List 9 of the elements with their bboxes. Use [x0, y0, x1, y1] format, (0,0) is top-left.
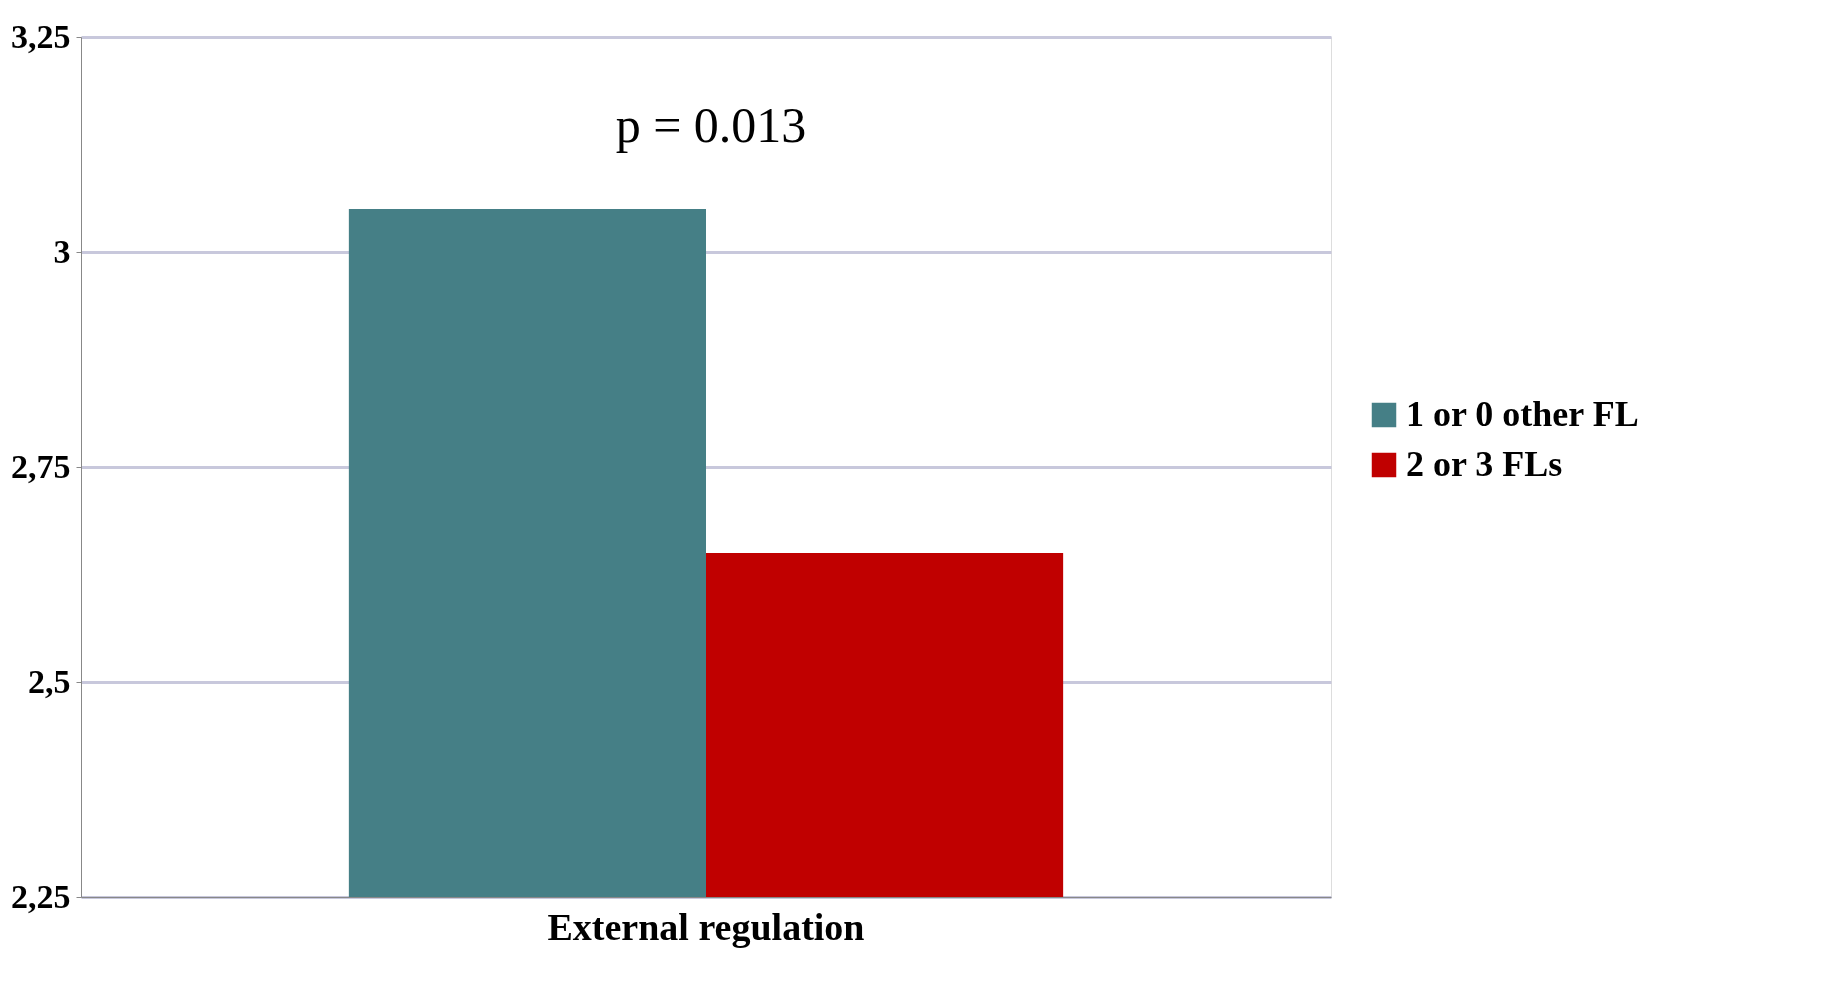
y-tick-label: 3 — [53, 232, 71, 270]
x-tick-label: External regulation — [547, 905, 865, 948]
y-tick-label: 2,25 — [11, 877, 71, 915]
y-tick-label: 3,25 — [11, 17, 71, 55]
legend-label: 1 or 0 other FL — [1406, 394, 1639, 434]
legend-label: 2 or 3 FLs — [1406, 444, 1563, 484]
y-tick-label: 2,75 — [11, 447, 71, 485]
y-tick-label: 2,5 — [28, 662, 71, 700]
annotation: p = 0.013 — [615, 97, 807, 153]
